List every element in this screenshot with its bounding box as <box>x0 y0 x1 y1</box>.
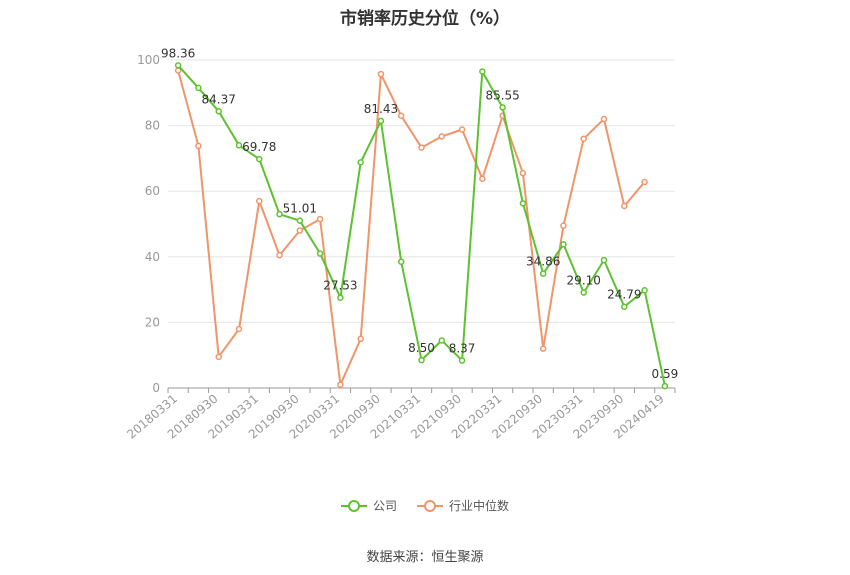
point-industry-median <box>641 178 648 186</box>
point-industry-median <box>621 202 628 210</box>
data-label-company: 85.55 <box>485 88 519 102</box>
point-industry-median <box>580 135 587 142</box>
data-label-company: 24.79 <box>607 288 641 302</box>
point-industry-median <box>479 175 486 182</box>
point-company <box>539 270 547 277</box>
point-industry-median <box>235 325 243 333</box>
point-company <box>296 217 304 224</box>
point-company <box>174 62 182 69</box>
point-company <box>316 250 324 257</box>
point-company <box>337 294 344 301</box>
point-industry-median <box>438 133 446 140</box>
data-label-company: 8.50 <box>408 341 435 355</box>
point-company <box>580 289 587 296</box>
data-label-company: 29.10 <box>567 274 601 288</box>
legend-label-company: 公司 <box>372 499 397 513</box>
point-company <box>641 287 648 294</box>
point-company <box>397 258 405 265</box>
data-label-company: 84.37 <box>202 92 236 106</box>
y-tick-label: 0 <box>152 381 160 395</box>
legend: 公司 行业中位数 <box>0 497 850 514</box>
point-company <box>519 200 527 207</box>
data-labels: 98.36 84.37 69.78 51.01 27.53 81.43 8.50 8.37 85… <box>161 46 678 381</box>
y-tick-label: 100 <box>137 53 160 67</box>
point-company <box>357 159 364 166</box>
point-company <box>418 356 425 364</box>
y-tick-label: 20 <box>145 315 160 329</box>
chart-title: 市销率历史分位（%） <box>339 9 511 29</box>
gridlines <box>168 59 675 323</box>
series-line-company <box>177 64 666 387</box>
point-industry-median <box>519 169 527 177</box>
point-industry-median <box>560 222 567 229</box>
data-label-company: 69.78 <box>242 140 276 154</box>
point-industry-median <box>316 215 324 223</box>
point-company <box>621 303 628 310</box>
point-industry-median <box>337 381 344 388</box>
point-company <box>560 241 567 248</box>
point-company <box>195 84 202 92</box>
series-line-industry-median <box>177 70 646 386</box>
legend-swatch-industry-median <box>417 499 443 513</box>
legend-item-industry-median[interactable]: 行业中位数 <box>417 497 509 514</box>
point-company <box>235 142 243 149</box>
data-label-company: 81.43 <box>364 102 398 116</box>
data-label-company: 98.36 <box>161 46 195 60</box>
point-company <box>661 382 669 390</box>
point-company <box>499 104 506 111</box>
point-industry-median <box>215 353 222 361</box>
legend-label-industry-median: 行业中位数 <box>449 499 510 513</box>
y-tick-label: 40 <box>145 250 160 264</box>
data-label-company: 51.01 <box>283 202 317 216</box>
y-tick-label: 80 <box>145 119 160 133</box>
point-industry-median <box>357 335 364 343</box>
point-industry-median <box>600 115 608 123</box>
point-company <box>600 256 608 264</box>
legend-item-company[interactable]: 公司 <box>340 497 397 514</box>
point-company <box>438 337 446 344</box>
point-industry-median <box>276 251 283 259</box>
y-tick-label: 60 <box>145 184 160 198</box>
point-company <box>458 357 466 364</box>
point-industry-median <box>195 142 202 150</box>
point-industry-median <box>296 227 304 234</box>
legend-swatch-company <box>340 499 367 513</box>
point-company <box>276 210 283 218</box>
point-industry-median <box>377 70 385 78</box>
data-label-company: 34.86 <box>526 255 560 269</box>
data-label-company: 27.53 <box>323 279 357 293</box>
point-industry-median <box>539 345 547 352</box>
point-industry-median <box>458 126 466 133</box>
point-company <box>479 68 486 75</box>
data-label-company: 8.37 <box>449 342 476 356</box>
data-source: 数据来源：恒生聚源 <box>366 550 484 565</box>
point-industry-median <box>256 197 263 205</box>
point-company <box>377 117 385 125</box>
point-industry-median <box>418 144 425 151</box>
data-label-company: 0.59 <box>652 367 679 381</box>
point-company <box>256 155 263 163</box>
series-layer <box>174 62 669 390</box>
point-industry-median <box>397 112 405 120</box>
point-company <box>215 108 222 115</box>
